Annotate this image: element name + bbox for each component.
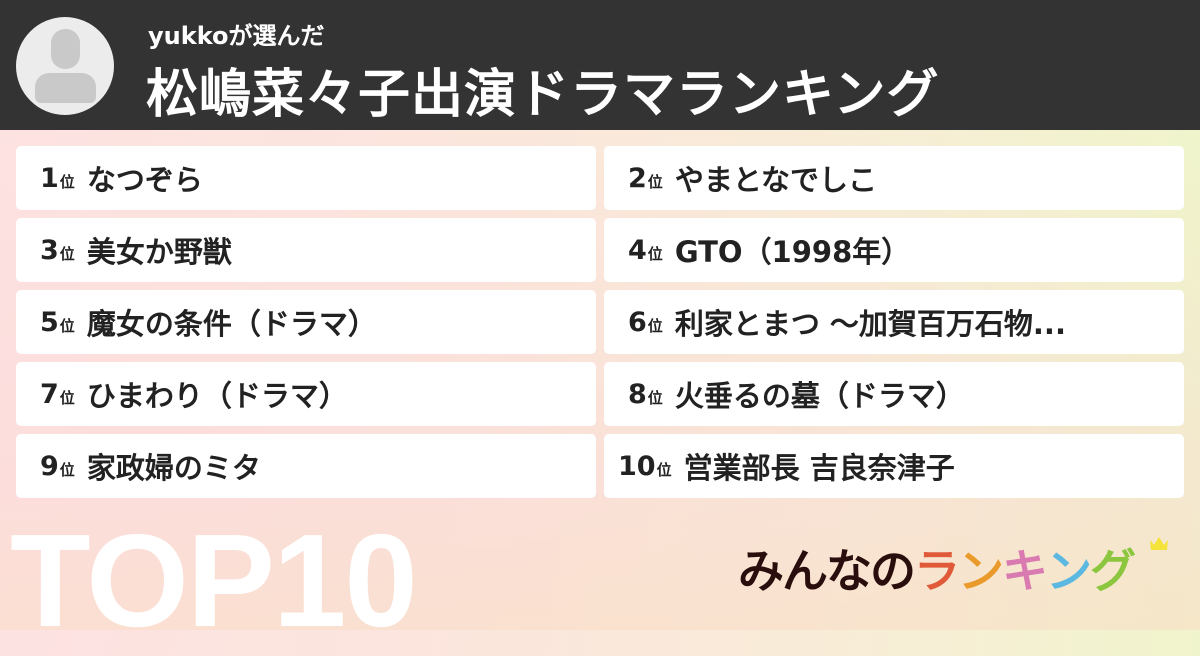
item-name: 火垂るの墓（ドラマ） [674, 379, 965, 413]
rank-number: 6位 [628, 306, 663, 338]
ranking-item[interactable]: 1位 なつぞら [16, 146, 596, 210]
item-name: GTO（1998年） [674, 235, 911, 269]
rank-number: 3位 [40, 234, 75, 266]
crown-icon [1150, 537, 1168, 550]
avatar [16, 17, 114, 115]
rank-number: 8位 [628, 378, 663, 410]
ranking-item[interactable]: 9位 家政婦のミタ [16, 434, 596, 498]
logo-ranking: ランキング [914, 535, 1136, 601]
logo-letter: ラ [914, 544, 960, 598]
rank-number: 1位 [40, 162, 75, 194]
ranking-item[interactable]: 6位 利家とまつ ～加賀百万石物... [604, 290, 1184, 354]
page-title: 松嶋菜々子出演ドラマランキング [146, 65, 940, 125]
user-label: yukkoが選んだ [148, 22, 325, 50]
rank-number: 9位 [40, 450, 75, 482]
ranking-item[interactable]: 3位 美女か野獣 [16, 218, 596, 282]
ranking-item[interactable]: 4位 GTO（1998年） [604, 218, 1184, 282]
avatar-body [35, 73, 96, 103]
item-name: やまとなでしこ [674, 163, 877, 197]
ranking-item[interactable]: 8位 火垂るの墓（ドラマ） [604, 362, 1184, 426]
logo-letter: キ [1002, 544, 1048, 598]
ranking-item[interactable]: 5位 魔女の条件（ドラマ） [16, 290, 596, 354]
avatar-head [51, 29, 80, 69]
ranking-item[interactable]: 2位 やまとなでしこ [604, 146, 1184, 210]
logo-text: みんなの [738, 544, 916, 598]
rank-number: 4位 [628, 234, 663, 266]
header: yukkoが選んだ 松嶋菜々子出演ドラマランキング [0, 0, 1200, 130]
rank-number: 2位 [628, 162, 663, 194]
item-name: 魔女の条件（ドラマ） [86, 307, 377, 341]
item-name: 家政婦のミタ [86, 451, 261, 485]
rank-number: 7位 [40, 378, 75, 410]
item-name: なつぞら [86, 163, 203, 197]
item-name: 利家とまつ ～加賀百万石物... [674, 307, 1066, 341]
item-name: 営業部長 吉良奈津子 [683, 451, 955, 485]
top10-badge: TOP10 [10, 507, 418, 654]
rank-number: 10位 [618, 450, 672, 482]
ranking-item[interactable]: 7位 ひまわり（ドラマ） [16, 362, 596, 426]
logo-letter: ン [958, 544, 1004, 598]
logo-letter: グ [1090, 544, 1136, 598]
logo-letter: ン [1046, 544, 1092, 598]
site-logo: みんなのランキング [738, 535, 1136, 601]
item-name: ひまわり（ドラマ） [86, 379, 348, 413]
ranking-item[interactable]: 10位 営業部長 吉良奈津子 [604, 434, 1184, 498]
item-name: 美女か野獣 [86, 235, 232, 269]
rank-number: 5位 [40, 306, 75, 338]
